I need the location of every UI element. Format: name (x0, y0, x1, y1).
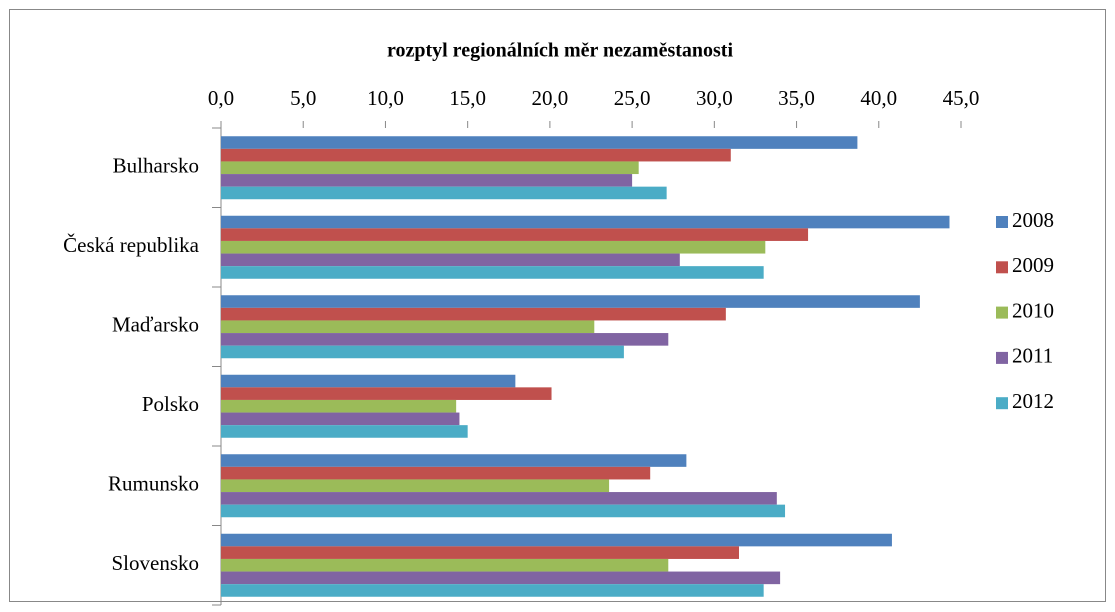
bar (221, 387, 552, 400)
bar (221, 307, 726, 321)
legend-swatch (996, 261, 1008, 274)
x-tick-label: 45,0 (943, 86, 980, 110)
bar (221, 425, 468, 438)
bar (221, 333, 669, 346)
bar (221, 546, 739, 559)
y-tick-label: Česká republika (63, 233, 200, 257)
legend-swatch (996, 397, 1008, 410)
y-tick-label: Maďarsko (112, 313, 199, 337)
bar (221, 558, 669, 572)
x-tick-label: 20,0 (532, 86, 569, 110)
bar (221, 228, 809, 241)
bar (221, 148, 731, 162)
bar (221, 466, 651, 480)
bar (221, 161, 639, 175)
bar (221, 504, 786, 518)
legend-label: 2012 (1012, 389, 1054, 413)
chart-title: rozptyl regionálních měr nezaměstanosti (387, 40, 734, 62)
x-tick-label: 40,0 (860, 86, 897, 110)
y-tick-label: Bulharsko (113, 154, 199, 178)
bar (221, 571, 781, 585)
x-tick-label: 25,0 (614, 86, 651, 110)
bar (221, 374, 516, 388)
bar (221, 295, 920, 308)
legend-label: 2008 (1012, 208, 1054, 232)
y-tick-label: Rumunsko (108, 472, 199, 496)
bar (221, 320, 595, 334)
bar (221, 533, 892, 547)
legend-swatch (996, 351, 1008, 364)
legend-swatch (996, 306, 1008, 319)
bar (221, 186, 667, 200)
y-tick-label: Slovensko (111, 551, 199, 575)
x-tick-label: 30,0 (696, 86, 733, 110)
bar (221, 479, 610, 493)
legend-label: 2010 (1012, 298, 1054, 322)
legend-label: 2011 (1012, 344, 1053, 368)
x-tick-label: 10,0 (367, 86, 404, 110)
x-tick-label: 35,0 (778, 86, 815, 110)
bar (221, 412, 460, 426)
bar (221, 136, 858, 149)
bar (221, 584, 764, 597)
bar (221, 215, 950, 229)
x-tick-label: 0,0 (208, 86, 234, 110)
bar (221, 345, 624, 359)
bar (221, 253, 680, 267)
legend-swatch (996, 216, 1008, 228)
bar (221, 492, 777, 505)
x-tick-label: 15,0 (449, 86, 486, 110)
bar (221, 174, 633, 187)
y-tick-label: Polsko (142, 392, 199, 416)
bar (221, 240, 766, 254)
bar (221, 266, 764, 279)
x-tick-label: 5,0 (290, 86, 316, 110)
bar (221, 454, 687, 467)
legend-label: 2009 (1012, 253, 1054, 277)
bar (221, 399, 457, 413)
